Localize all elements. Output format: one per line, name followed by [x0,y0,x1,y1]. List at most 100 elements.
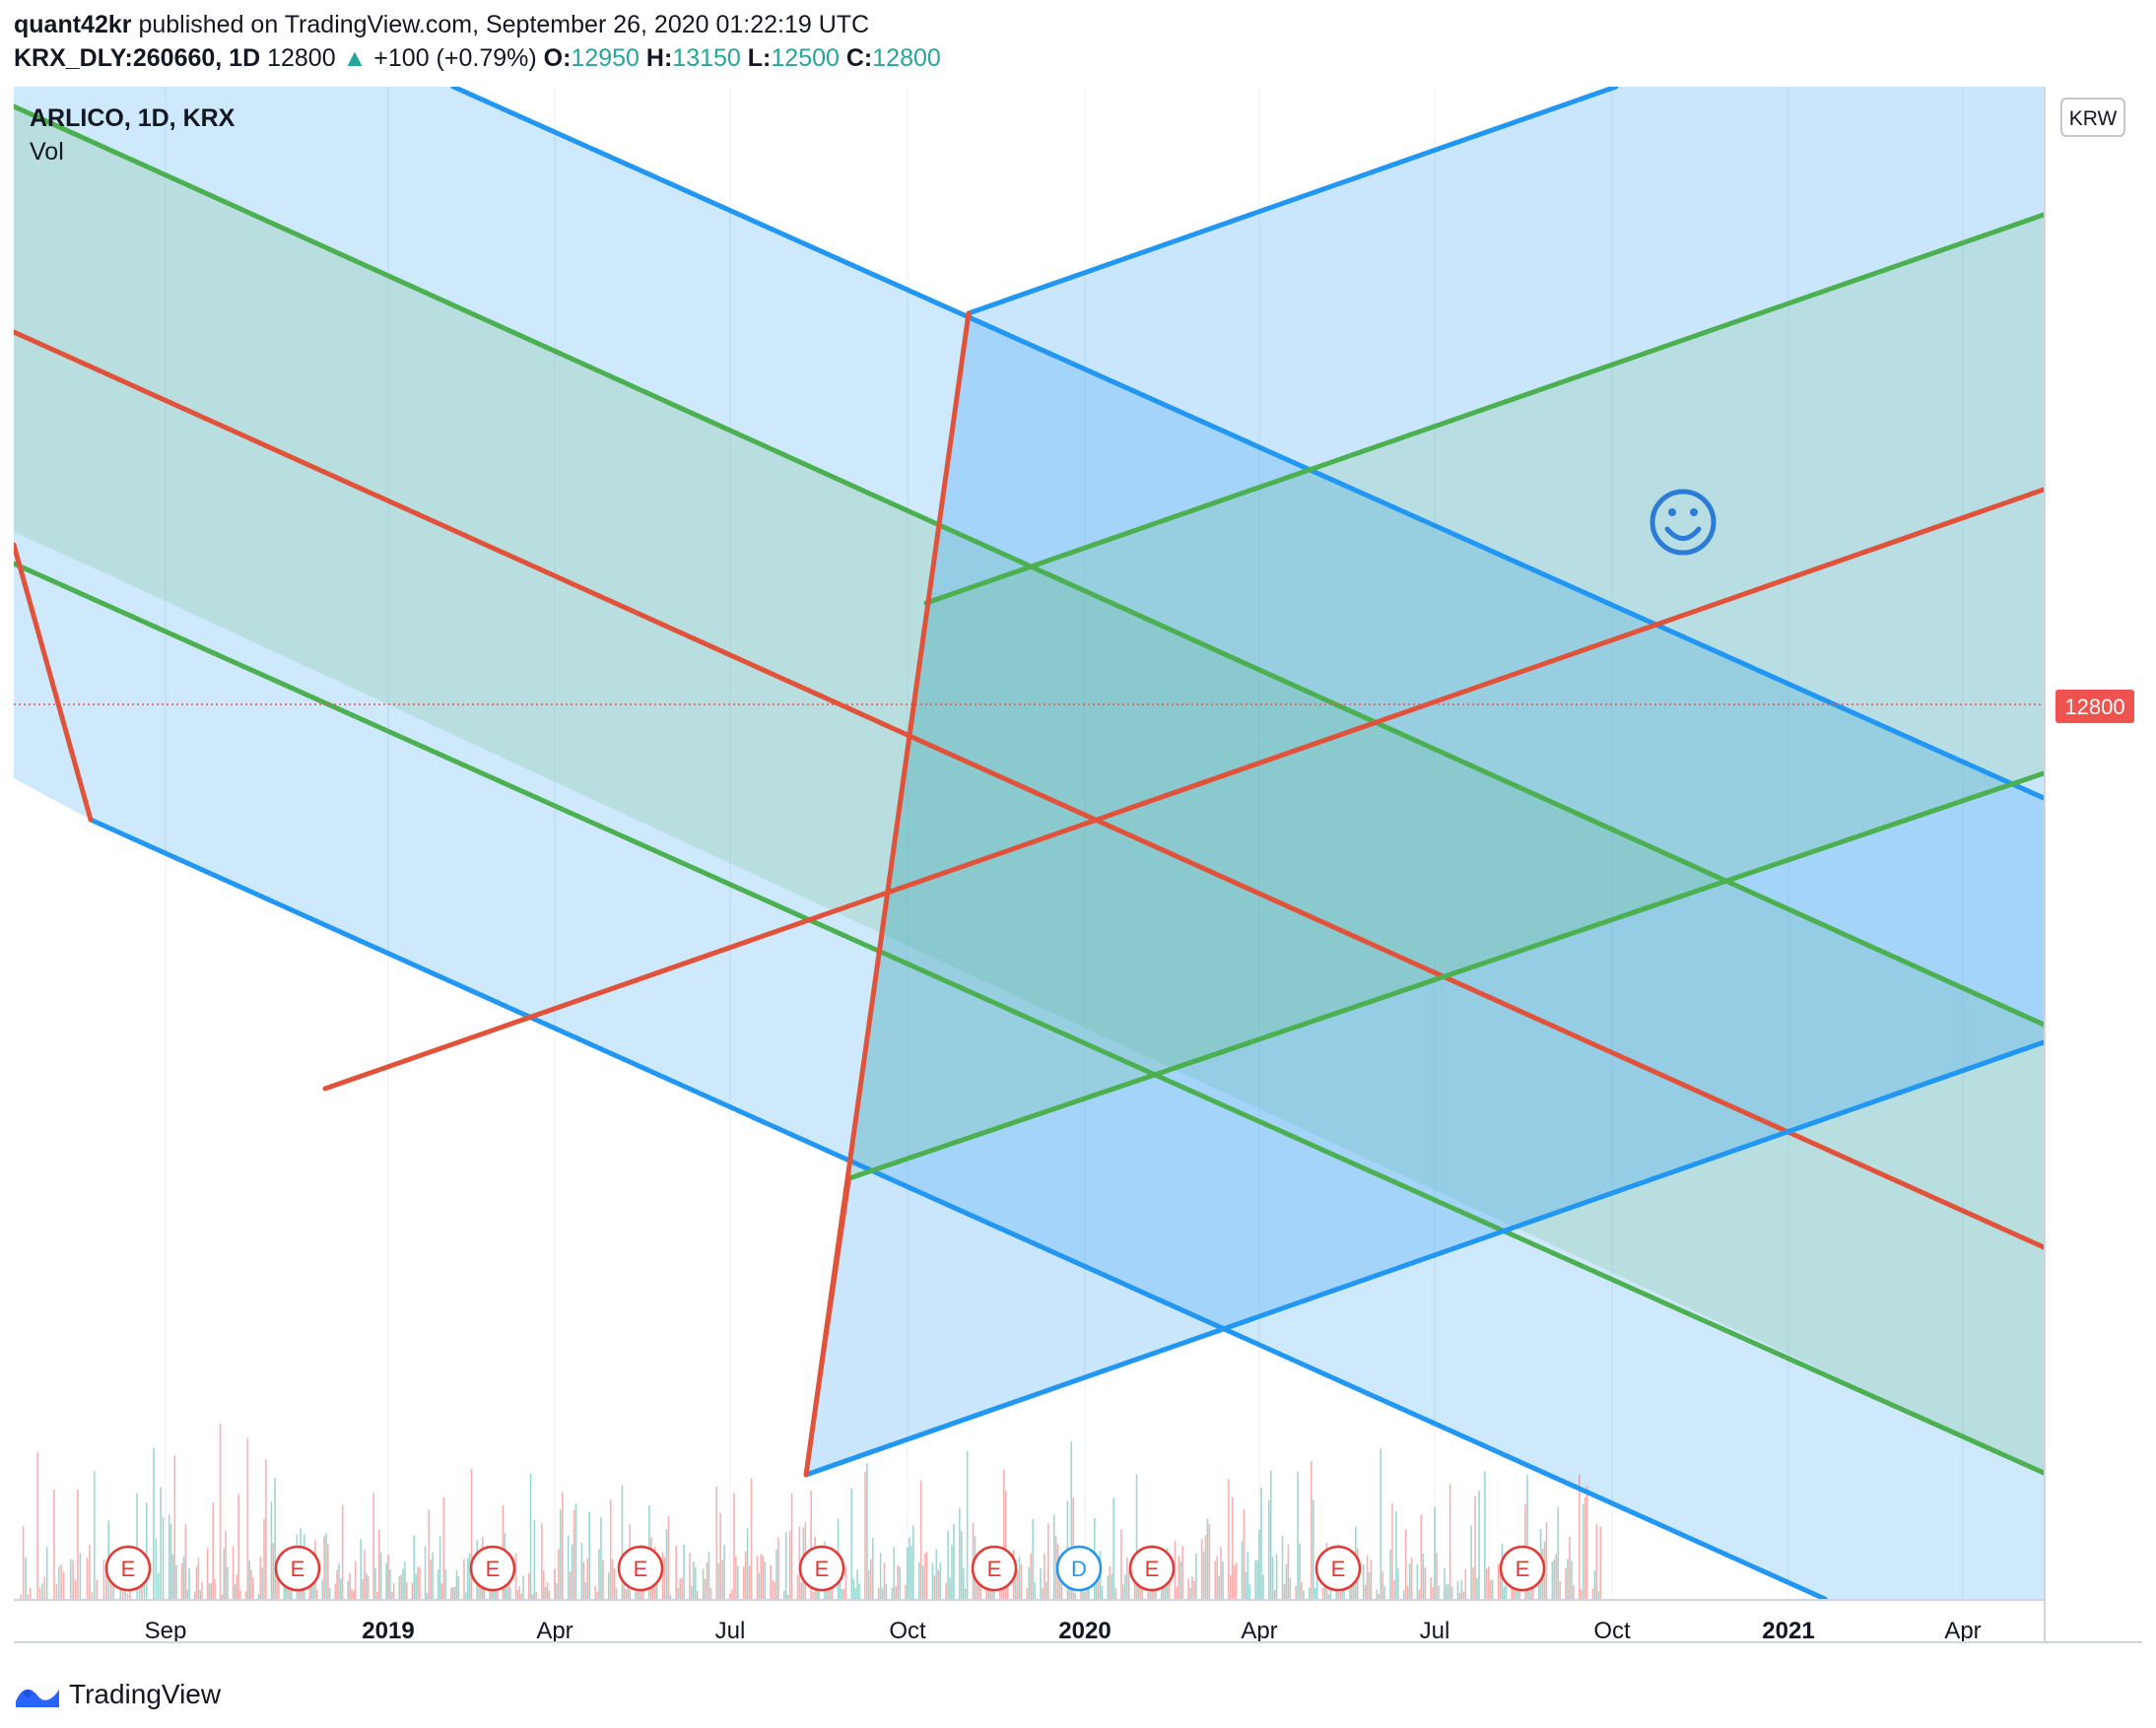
time-tick-label: Apr [1944,1618,1981,1644]
volume-bar [419,1566,421,1599]
earnings-marker[interactable]: E [274,1545,321,1592]
currency-button[interactable] [2060,98,2125,137]
bottom-divider [14,1641,2142,1643]
volume-bar [1269,1470,1272,1599]
volume-bar [374,1567,376,1599]
volume-bar [735,1556,737,1599]
earnings-marker[interactable]: E [1499,1545,1546,1592]
volume-bar [548,1590,551,1599]
earnings-marker[interactable]: E [798,1545,845,1592]
volume-bar [899,1566,901,1599]
earnings-marker[interactable]: E [1128,1545,1176,1592]
fork2-upper-line[interactable] [966,87,1619,316]
low-label: L: [747,44,772,72]
volume-bar [1189,1587,1191,1599]
volume-bar [949,1577,951,1599]
volume-bar [588,1511,591,1599]
volume-bar [157,1572,160,1599]
volume-bar [693,1562,695,1599]
fork2-lower-line[interactable] [803,1039,2044,1478]
volume-bar [777,1537,779,1599]
fork2-lower-inner-line[interactable] [846,770,2044,1181]
volume-bar [237,1494,239,1599]
volume-bar [1155,1584,1157,1599]
volume-bar [143,1572,146,1599]
volume-bar [201,1581,203,1599]
publisher-name[interactable]: quant42kr [14,11,132,38]
fork1-handle[interactable] [14,542,94,823]
earnings-marker[interactable]: E [971,1545,1018,1592]
symbol-label: KRX_DLY:260660, 1D [14,44,261,72]
earnings-marker[interactable]: E [1314,1545,1362,1592]
volume-bar [25,1557,27,1599]
volume-bar [1432,1587,1434,1599]
earnings-marker[interactable]: E [104,1545,152,1592]
volume-bar [1030,1553,1033,1599]
volume-bar [947,1530,949,1599]
fork1-upper-line[interactable] [450,87,2044,801]
volume-bar [1553,1559,1556,1599]
marker-label: E [291,1557,305,1581]
currency-button-label[interactable]: KRW [2069,107,2118,130]
volume-bar [784,1532,787,1599]
volume-bar [1408,1562,1411,1599]
smiley-icon[interactable] [1650,489,1717,556]
volume-bar [962,1567,965,1599]
volume-bar [1074,1593,1077,1599]
fork2-median-line[interactable] [322,487,2044,1092]
volume-bar [1462,1591,1465,1599]
volume-bar [871,1538,874,1599]
volume-bar [1258,1529,1260,1599]
fork1-median-line[interactable] [14,329,2044,1250]
volume-bar [1281,1535,1284,1599]
earnings-marker[interactable]: E [469,1545,516,1592]
volume-bar [232,1546,235,1599]
tradingview-logo[interactable]: TradingView [14,1675,221,1714]
volume-bar [909,1537,910,1599]
volume-bar [1200,1539,1203,1599]
pitchfork-lines[interactable] [14,0,2044,1599]
volume-bar [1301,1581,1303,1599]
volume-bar [1287,1544,1290,1599]
time-axis[interactable]: Sep 2019 Apr Jul Oct 2020 Apr Jul Oct 2021 Apr [145,1618,1982,1644]
volume-bar [1241,1541,1244,1599]
volume-bar [1447,1584,1449,1599]
fork2-handle-base[interactable] [804,1176,851,1477]
volume-bar [935,1549,938,1599]
volume-bar [611,1559,614,1599]
volume-bar [770,1564,772,1599]
marker-label: E [1145,1557,1160,1581]
volume-bar [263,1518,265,1599]
open-label: O: [543,44,572,72]
volume-bar [77,1489,79,1599]
volume-bar [1395,1510,1397,1599]
volume-bar [1289,1577,1292,1599]
fork1-lower-inner-line[interactable] [14,561,2044,1476]
volume-bar [327,1544,329,1599]
volume-bar [737,1565,739,1599]
volume-bar [1593,1570,1596,1599]
earnings-marker[interactable]: E [617,1545,664,1592]
tradingview-brand: TradingView [69,1679,222,1709]
volume-bar [1016,1568,1019,1599]
volume-bar [62,1571,65,1599]
fork1-lower-line[interactable] [88,817,1828,1599]
volume-bar [43,1576,46,1599]
volume-bar [1191,1576,1193,1599]
volume-bar [1044,1553,1045,1599]
volume-bar [870,1559,872,1599]
volume-bar [1422,1554,1425,1599]
marker-label: E [486,1557,501,1581]
volume-bar [1476,1577,1478,1599]
dividend-marker[interactable]: D [1055,1545,1103,1592]
volume-bar [1430,1577,1432,1599]
volume-bar [582,1562,585,1599]
volume-bar [1034,1581,1036,1599]
volume-bar [529,1473,532,1599]
axis-divider [2044,87,2046,1643]
fork2-upper-inner-line[interactable] [923,212,2044,606]
volume-bar [864,1471,866,1599]
volume-bar [426,1592,429,1599]
